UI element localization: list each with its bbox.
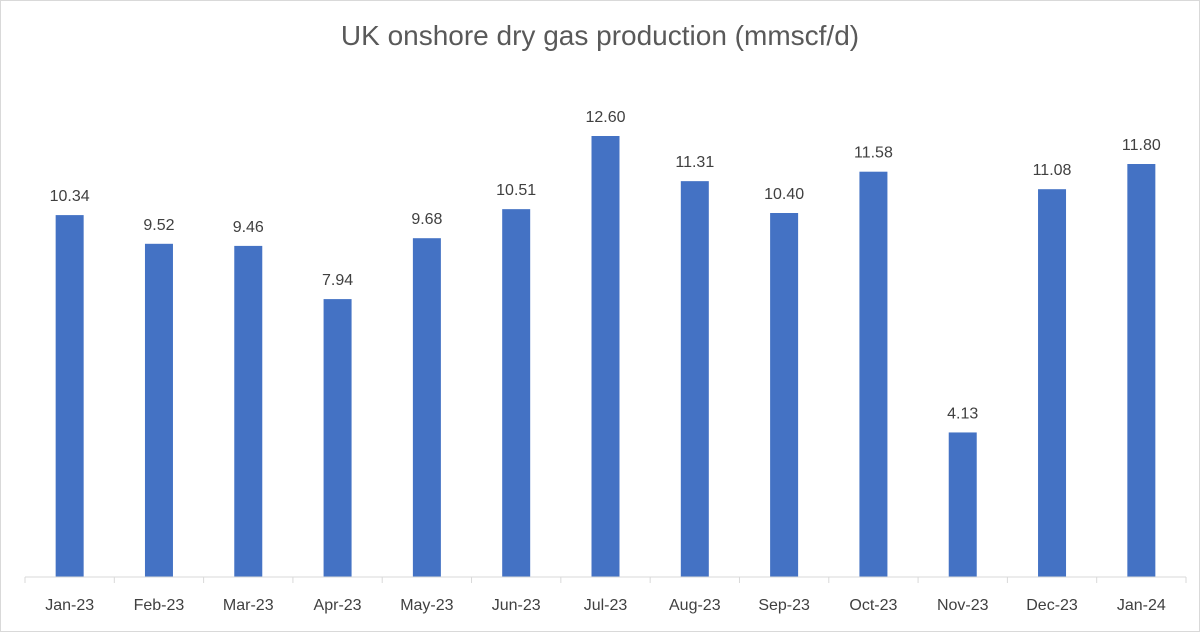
chart-title: UK onshore dry gas production (mmscf/d) (340, 20, 860, 51)
data-label-sep-23: 10.40 (764, 186, 804, 203)
x-tick-label-may-23: May-23 (400, 597, 453, 614)
x-tick-label-jan-24: Jan-24 (1117, 597, 1166, 614)
x-tick-label-oct-23: Oct-23 (849, 597, 897, 614)
data-label-group: 10.34 9.52 9.46 7.94 9.68 10.51 12.60 11.31 10.4… (50, 109, 1161, 422)
bar-apr-23 (323, 299, 352, 577)
x-tick-label-nov-23: Nov-23 (937, 597, 989, 614)
x-tick-label-apr-23: Apr-23 (314, 597, 362, 614)
data-label-jan-24: 11.80 (1122, 137, 1161, 154)
data-label-aug-23: 11.31 (675, 154, 714, 171)
bar-mar-23 (234, 245, 263, 577)
data-label-feb-23: 9.52 (143, 217, 174, 234)
x-tick-label-sep-23: Sep-23 (758, 597, 810, 614)
data-label-may-23: 9.68 (411, 211, 442, 228)
bar-oct-23 (859, 171, 888, 577)
data-label-jan-23: 10.34 (50, 188, 90, 205)
bar-jun-23 (502, 209, 531, 577)
x-tick-label-jan-23: Jan-23 (45, 597, 94, 614)
data-label-oct-23: 11.58 (854, 145, 893, 162)
bar-nov-23 (948, 432, 977, 577)
bar-jan-23 (55, 215, 84, 577)
data-label-jul-23: 12.60 (585, 109, 625, 126)
bar-sep-23 (770, 213, 799, 577)
x-tick-label-jun-23: Jun-23 (492, 597, 541, 614)
data-label-mar-23: 9.46 (233, 219, 264, 236)
x-tick-label-mar-23: Mar-23 (223, 597, 274, 614)
bar-may-23 (412, 238, 441, 577)
data-label-apr-23: 7.94 (322, 272, 353, 289)
x-axis: Jan-23 Feb-23 Mar-23 Apr-23 May-23 Jun-23 Jul-… (24, 576, 1187, 614)
x-tick-label-feb-23: Feb-23 (134, 597, 185, 614)
x-tick-label-jul-23: Jul-23 (584, 597, 628, 614)
bar-jan-24 (1127, 164, 1156, 577)
bar-jul-23 (591, 136, 620, 577)
x-tick-label-aug-23: Aug-23 (669, 597, 721, 614)
data-label-dec-23: 11.08 (1033, 162, 1072, 179)
data-label-jun-23: 10.51 (496, 182, 536, 199)
bar-aug-23 (680, 181, 709, 577)
data-label-nov-23: 4.13 (947, 405, 978, 422)
bar-dec-23 (1038, 189, 1067, 577)
x-tick-label-dec-23: Dec-23 (1026, 597, 1078, 614)
bar-feb-23 (144, 243, 173, 578)
bar-group (55, 136, 1156, 578)
